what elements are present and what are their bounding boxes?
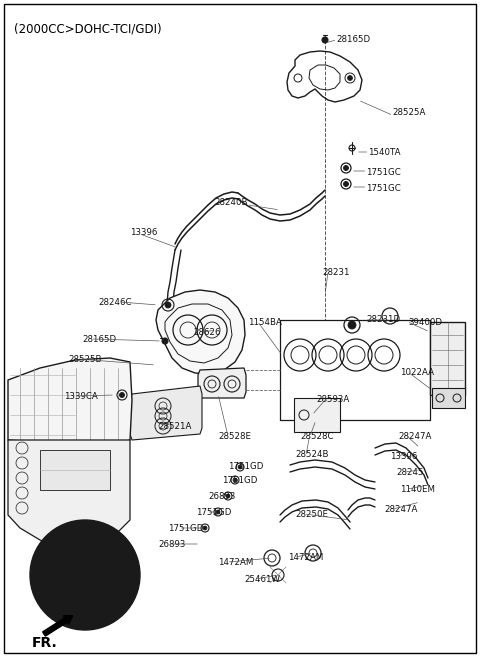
- Text: 28528C: 28528C: [300, 432, 334, 441]
- Text: (2000CC>DOHC-TCI/GDI): (2000CC>DOHC-TCI/GDI): [14, 22, 162, 35]
- Text: 28247A: 28247A: [398, 432, 432, 441]
- Polygon shape: [156, 290, 245, 374]
- Text: 1540TA: 1540TA: [368, 148, 400, 157]
- Polygon shape: [294, 398, 340, 432]
- Text: 39400D: 39400D: [408, 318, 442, 327]
- Circle shape: [120, 392, 124, 397]
- Circle shape: [203, 526, 207, 530]
- Text: 1140EM: 1140EM: [400, 485, 435, 494]
- Text: 28231: 28231: [322, 268, 349, 277]
- Circle shape: [30, 520, 140, 630]
- Text: 13396: 13396: [130, 228, 157, 237]
- Circle shape: [226, 494, 230, 498]
- Text: 26893: 26893: [208, 492, 235, 501]
- FancyArrow shape: [43, 616, 73, 636]
- Text: 28250E: 28250E: [295, 510, 328, 519]
- Text: 1751GC: 1751GC: [366, 168, 401, 177]
- Text: 28240B: 28240B: [214, 198, 248, 207]
- Polygon shape: [198, 368, 246, 398]
- Circle shape: [238, 465, 242, 469]
- Text: 28521A: 28521A: [158, 422, 192, 431]
- Text: 28246C: 28246C: [98, 298, 132, 307]
- Circle shape: [348, 321, 356, 329]
- Polygon shape: [8, 440, 130, 550]
- Text: 1154BA: 1154BA: [248, 318, 282, 327]
- Polygon shape: [430, 322, 465, 395]
- Circle shape: [165, 302, 171, 308]
- Circle shape: [344, 181, 348, 187]
- Text: 28528E: 28528E: [218, 432, 251, 441]
- Text: 28247A: 28247A: [384, 505, 418, 514]
- Text: 1751GC: 1751GC: [366, 184, 401, 193]
- Text: 1751GD: 1751GD: [228, 462, 264, 471]
- Text: 28626: 28626: [193, 328, 220, 337]
- Text: 26893: 26893: [158, 540, 185, 549]
- Text: 28245: 28245: [396, 468, 423, 477]
- Text: 28525A: 28525A: [392, 108, 425, 117]
- Text: 13396: 13396: [390, 452, 418, 461]
- Text: FR.: FR.: [32, 636, 58, 650]
- Polygon shape: [8, 358, 132, 445]
- Polygon shape: [130, 386, 202, 440]
- Circle shape: [348, 76, 352, 81]
- Text: 25461W: 25461W: [244, 575, 280, 584]
- Polygon shape: [432, 388, 465, 408]
- Polygon shape: [40, 450, 110, 490]
- Circle shape: [322, 37, 328, 43]
- Text: 28165D: 28165D: [82, 335, 116, 344]
- Text: 1472AM: 1472AM: [218, 558, 253, 567]
- Text: 1022AA: 1022AA: [400, 368, 434, 377]
- Text: 1751GD: 1751GD: [222, 476, 257, 485]
- Text: 28525B: 28525B: [68, 355, 101, 364]
- Text: 1751GD: 1751GD: [168, 524, 204, 533]
- Circle shape: [162, 338, 168, 344]
- Text: 28593A: 28593A: [316, 395, 349, 404]
- Text: 1472AM: 1472AM: [288, 553, 324, 562]
- Text: 28165D: 28165D: [336, 35, 370, 44]
- Circle shape: [233, 478, 237, 482]
- Text: 1339CA: 1339CA: [64, 392, 98, 401]
- Circle shape: [344, 166, 348, 171]
- Text: 28231D: 28231D: [366, 315, 400, 324]
- Text: 28524B: 28524B: [295, 450, 328, 459]
- Circle shape: [216, 510, 220, 514]
- Text: 1751GD: 1751GD: [196, 508, 231, 517]
